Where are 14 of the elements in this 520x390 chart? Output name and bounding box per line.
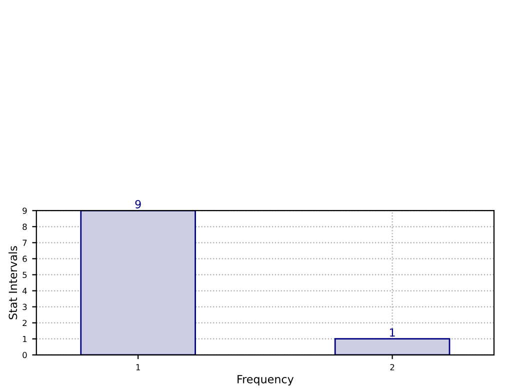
data-label: 1 <box>390 328 395 337</box>
y-tick-label: 7 <box>22 240 27 246</box>
y-tick-label: 2 <box>22 320 27 326</box>
y-axis-title: Stat Intervals <box>8 246 18 320</box>
y-tick-label: 4 <box>22 288 27 294</box>
y-tick-label: 0 <box>22 352 27 358</box>
y-tick-label: 5 <box>22 272 27 278</box>
y-tick-label: 3 <box>22 304 27 310</box>
data-label: 9 <box>135 200 141 208</box>
y-tick-label: 6 <box>22 256 27 262</box>
y-tick-label: 9 <box>22 208 27 214</box>
y-tick-label: 1 <box>22 336 27 342</box>
y-tick-label: 8 <box>22 224 27 230</box>
x-axis-title: Frequency <box>238 375 294 386</box>
